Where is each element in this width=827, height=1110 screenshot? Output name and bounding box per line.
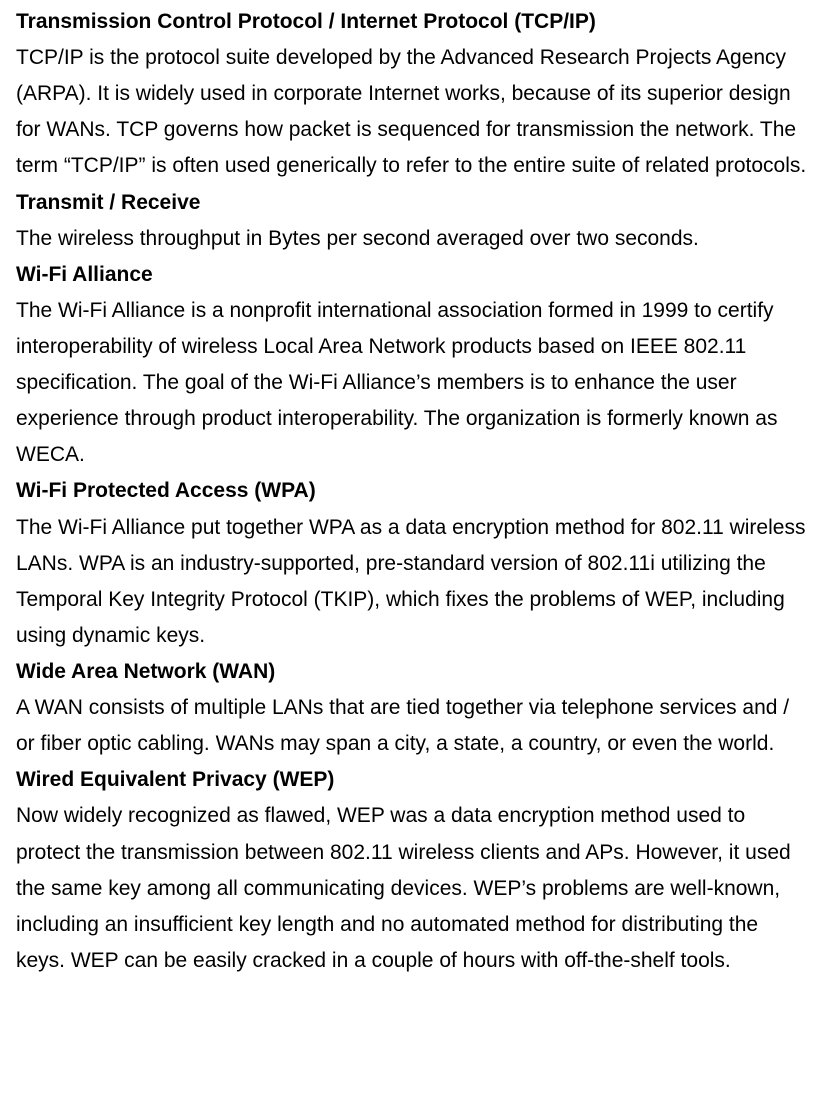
term-body: The wireless throughput in Bytes per sec… [16,221,811,257]
term-body: Now widely recognized as flawed, WEP was… [16,798,811,979]
glossary-entry: Wi-Fi Alliance The Wi-Fi Alliance is a n… [16,257,811,474]
term-body: The Wi-Fi Alliance put together WPA as a… [16,510,811,654]
term-body: A WAN consists of multiple LANs that are… [16,690,811,762]
term-title: Wired Equivalent Privacy (WEP) [16,762,811,798]
glossary-entry: Transmission Control Protocol / Internet… [16,4,811,185]
term-body: The Wi-Fi Alliance is a nonprofit intern… [16,293,811,474]
term-title: Wide Area Network (WAN) [16,654,811,690]
term-title: Wi-Fi Protected Access (WPA) [16,473,811,509]
term-title: Wi-Fi Alliance [16,257,811,293]
term-body: TCP/IP is the protocol suite developed b… [16,40,811,184]
glossary-entry: Transmit / Receive The wireless throughp… [16,185,811,257]
glossary-entry: Wired Equivalent Privacy (WEP) Now widel… [16,762,811,979]
glossary-page: Transmission Control Protocol / Internet… [0,0,827,999]
term-title: Transmit / Receive [16,185,811,221]
glossary-entry: Wi-Fi Protected Access (WPA) The Wi-Fi A… [16,473,811,654]
glossary-entry: Wide Area Network (WAN) A WAN consists o… [16,654,811,762]
term-title: Transmission Control Protocol / Internet… [16,4,811,40]
